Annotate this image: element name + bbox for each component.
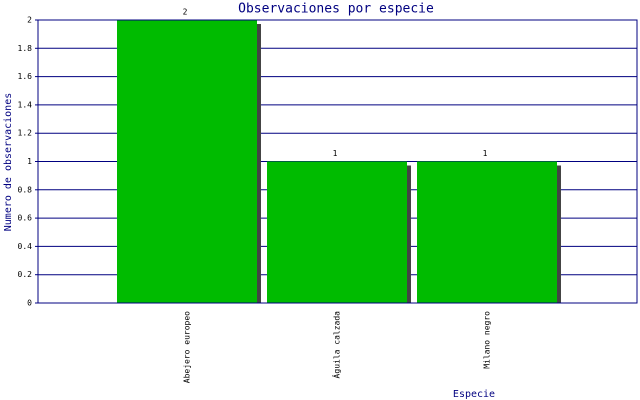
y-tick-label: 0.8 (18, 185, 33, 194)
bar-shadow (257, 24, 261, 303)
y-axis-label: Numero de observaciones (3, 93, 14, 231)
chart-title: Observaciones por especie (238, 2, 434, 17)
bar (267, 161, 407, 303)
y-tick-label: 2 (27, 16, 32, 25)
x-tick-label: Abejero europeo (183, 311, 192, 383)
value-label: 1 (333, 149, 338, 158)
y-tick-label: 1.2 (18, 129, 33, 138)
y-tick-label: 0 (27, 299, 32, 308)
y-tick-label: 1.6 (18, 72, 33, 81)
bar-shadow (407, 165, 411, 303)
y-tick-label: 0.2 (18, 270, 33, 279)
y-tick-label: 0.4 (18, 242, 33, 251)
bar (417, 161, 557, 303)
value-label: 2 (183, 8, 188, 17)
y-tick-label: 1.8 (18, 44, 33, 53)
x-tick-label: Milano negro (483, 311, 492, 369)
bar (117, 20, 257, 303)
value-label: 1 (483, 149, 488, 158)
bar-shadow (557, 165, 561, 303)
plot-border (37, 19, 638, 304)
y-tick-label: 0.6 (18, 214, 33, 223)
y-tick-label: 1 (27, 157, 32, 166)
x-axis-label: Especie (453, 389, 495, 400)
x-tick-label: Águila calzada (331, 311, 342, 379)
y-tick-label: 1.4 (18, 100, 33, 109)
